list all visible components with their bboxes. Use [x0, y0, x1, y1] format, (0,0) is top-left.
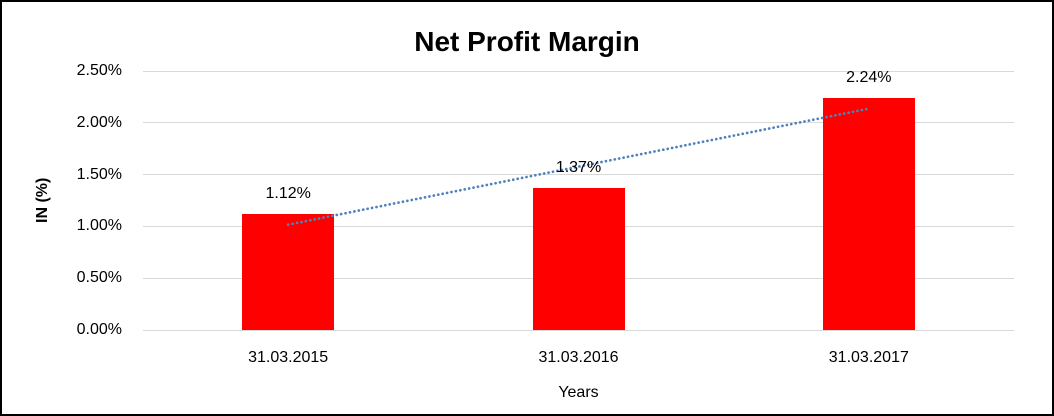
bar: [532, 188, 625, 330]
gridline: [143, 70, 1014, 72]
x-axis-title: Years: [558, 384, 599, 401]
bar-data-label: 1.12%: [265, 184, 311, 202]
y-tick-label: 1.00%: [76, 217, 122, 235]
x-tick-label: 31.03.2016: [538, 349, 619, 366]
y-tick-label: 1.50%: [76, 165, 122, 183]
bar: [242, 213, 335, 330]
bar-data-label: 1.37%: [555, 159, 602, 177]
x-tick-label: 31.03.2015: [248, 349, 329, 366]
x-tick-label: 31.03.2017: [828, 349, 909, 366]
bar-data-label: 2.24%: [846, 68, 892, 86]
bar: [822, 97, 915, 330]
gridline: [143, 122, 1014, 124]
y-tick-label: 0.50%: [76, 269, 122, 287]
y-tick-label: 0.00%: [76, 321, 122, 338]
y-tick-label: 2.50%: [76, 62, 122, 79]
y-tick-label: 2.00%: [76, 113, 122, 131]
chart-title: Net Profit Margin: [414, 26, 640, 57]
gridline: [143, 174, 1014, 176]
gridline: [143, 329, 1014, 331]
